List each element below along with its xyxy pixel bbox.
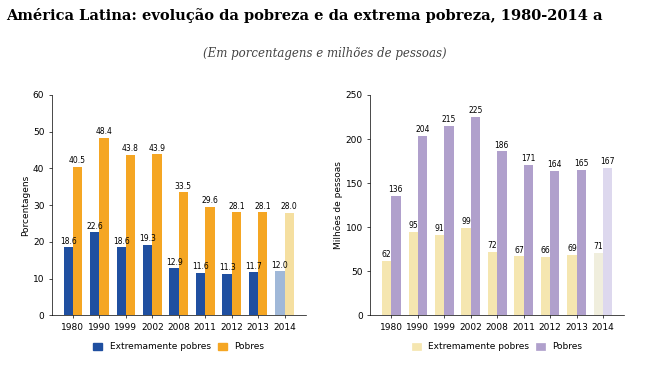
Y-axis label: Milhões de pessoas: Milhões de pessoas (334, 161, 343, 249)
Bar (514, 256, 524, 315)
Bar (471, 117, 480, 315)
Text: 95: 95 (408, 221, 418, 230)
Bar (524, 165, 533, 315)
Text: 29.6: 29.6 (202, 196, 218, 205)
Bar (276, 271, 285, 315)
Text: 215: 215 (442, 115, 456, 124)
Text: 28.1: 28.1 (228, 202, 244, 211)
Text: 164: 164 (547, 160, 562, 169)
Bar (444, 126, 454, 315)
Text: 66: 66 (541, 247, 551, 255)
Bar (488, 252, 497, 315)
Legend: Extremamente pobres, Pobres: Extremamente pobres, Pobres (408, 339, 586, 355)
Bar (179, 192, 188, 315)
Text: 99: 99 (462, 217, 471, 226)
Text: 91: 91 (435, 225, 445, 233)
Bar (382, 261, 391, 315)
Text: 43.9: 43.9 (148, 144, 165, 153)
Text: 204: 204 (415, 125, 430, 134)
Text: 71: 71 (593, 242, 603, 251)
Bar (143, 244, 152, 315)
Text: 28.0: 28.0 (281, 202, 298, 211)
Text: 43.8: 43.8 (122, 144, 139, 153)
Bar (577, 170, 586, 315)
Text: 186: 186 (495, 141, 509, 150)
Text: 67: 67 (514, 245, 524, 255)
Bar (196, 273, 205, 315)
Text: 167: 167 (601, 157, 615, 166)
Text: 12.9: 12.9 (166, 258, 183, 266)
Text: 40.5: 40.5 (69, 156, 86, 165)
Text: 19.3: 19.3 (139, 234, 156, 243)
Legend: Extremamente pobres, Pobres: Extremamente pobres, Pobres (90, 339, 268, 355)
Text: América Latina: evolução da pobreza e da extrema pobreza, 1980-2014 a: América Latina: evolução da pobreza e da… (6, 8, 603, 22)
Text: 72: 72 (488, 241, 497, 250)
Bar (497, 151, 506, 315)
Bar (603, 168, 612, 315)
Bar (116, 247, 125, 315)
Bar (205, 207, 214, 315)
Bar (408, 232, 418, 315)
Text: 171: 171 (521, 154, 536, 163)
Bar (152, 154, 162, 315)
Y-axis label: Porcentagens: Porcentagens (21, 174, 30, 236)
Text: 11.6: 11.6 (192, 262, 209, 271)
Text: 136: 136 (389, 185, 403, 194)
Bar (222, 274, 232, 315)
Bar (249, 272, 258, 315)
Bar (64, 247, 73, 315)
Text: 225: 225 (468, 106, 482, 115)
Bar (125, 155, 135, 315)
Bar (541, 257, 551, 315)
Text: 69: 69 (567, 244, 577, 253)
Bar (418, 136, 427, 315)
Bar (462, 228, 471, 315)
Text: 28.1: 28.1 (255, 202, 271, 211)
Bar (73, 166, 82, 315)
Text: 18.6: 18.6 (60, 237, 77, 245)
Bar (90, 233, 99, 315)
Text: 12.0: 12.0 (272, 261, 289, 270)
Bar (391, 195, 400, 315)
Bar (232, 212, 241, 315)
Text: 165: 165 (574, 159, 589, 168)
Text: 48.4: 48.4 (96, 127, 112, 136)
Text: 22.6: 22.6 (86, 222, 103, 231)
Text: 11.3: 11.3 (218, 263, 235, 272)
Text: (Em porcentagens e milhões de pessoas): (Em porcentagens e milhões de pessoas) (203, 48, 447, 60)
Bar (170, 268, 179, 315)
Text: 18.6: 18.6 (112, 237, 129, 245)
Bar (551, 171, 560, 315)
Text: 33.5: 33.5 (175, 182, 192, 191)
Bar (258, 212, 268, 315)
Bar (435, 235, 444, 315)
Text: 62: 62 (382, 250, 391, 259)
Bar (594, 253, 603, 315)
Bar (99, 138, 109, 315)
Bar (285, 212, 294, 315)
Bar (567, 255, 577, 315)
Text: 11.7: 11.7 (245, 262, 262, 271)
